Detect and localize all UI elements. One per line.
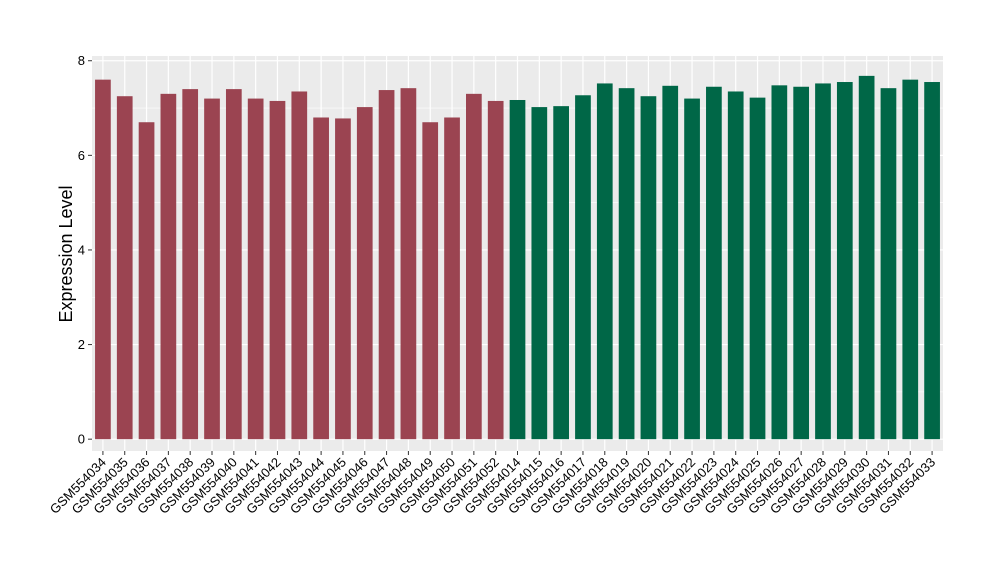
- y-tick-label: 0: [78, 432, 85, 447]
- bar-GSM554043: [291, 91, 308, 440]
- bar-GSM554045: [335, 118, 351, 440]
- bar-GSM554021: [662, 85, 679, 440]
- bar-GSM554017: [575, 95, 591, 440]
- bar-GSM554040: [225, 89, 242, 440]
- bar-GSM554052: [487, 100, 504, 440]
- bar-GSM554037: [160, 93, 177, 440]
- bar-GSM554030: [858, 75, 875, 440]
- bar-GSM554028: [815, 83, 831, 440]
- bar-GSM554018: [596, 83, 613, 440]
- bar-GSM554042: [269, 100, 286, 440]
- bar-GSM554048: [400, 88, 417, 440]
- y-tick-label: 6: [78, 148, 85, 163]
- bar-GSM554024: [727, 91, 744, 440]
- bar-GSM554014: [509, 99, 526, 440]
- bar-GSM554031: [880, 88, 897, 440]
- bar-GSM554022: [684, 98, 700, 440]
- y-axis: 0 2 4 6 8: [78, 53, 92, 447]
- bars: [95, 75, 940, 440]
- x-axis: GSM554034GSM554035GSM554036GSM554037GSM5…: [47, 451, 938, 517]
- bar-GSM554015: [531, 107, 548, 440]
- bar-GSM554027: [793, 86, 810, 440]
- bar-GSM554038: [182, 89, 199, 440]
- bar-GSM554047: [378, 90, 395, 440]
- bar-GSM554032: [902, 79, 919, 440]
- bar-GSM554035: [116, 96, 133, 440]
- bar-GSM554026: [771, 85, 788, 440]
- bar-GSM554039: [204, 98, 220, 440]
- bar-GSM554033: [924, 82, 940, 440]
- bar-GSM554051: [466, 93, 482, 440]
- bar-GSM554049: [422, 122, 439, 440]
- y-axis-title: Expression Level: [56, 185, 76, 322]
- bar-GSM554020: [640, 96, 657, 440]
- bar-GSM554046: [356, 107, 373, 440]
- bar-GSM554025: [749, 97, 766, 440]
- bar-GSM554023: [706, 86, 722, 440]
- bar-GSM554016: [553, 106, 569, 440]
- y-tick-label: 8: [78, 53, 85, 68]
- bar-GSM554044: [313, 117, 329, 440]
- bar-GSM554019: [618, 88, 635, 440]
- y-tick-label: 4: [78, 242, 85, 257]
- bar-GSM554036: [138, 122, 155, 440]
- bar-GSM554050: [444, 117, 460, 440]
- bar-GSM554029: [836, 82, 853, 440]
- bar-GSM554034: [95, 79, 111, 440]
- y-tick-label: 2: [78, 337, 85, 352]
- bar-GSM554041: [247, 98, 264, 440]
